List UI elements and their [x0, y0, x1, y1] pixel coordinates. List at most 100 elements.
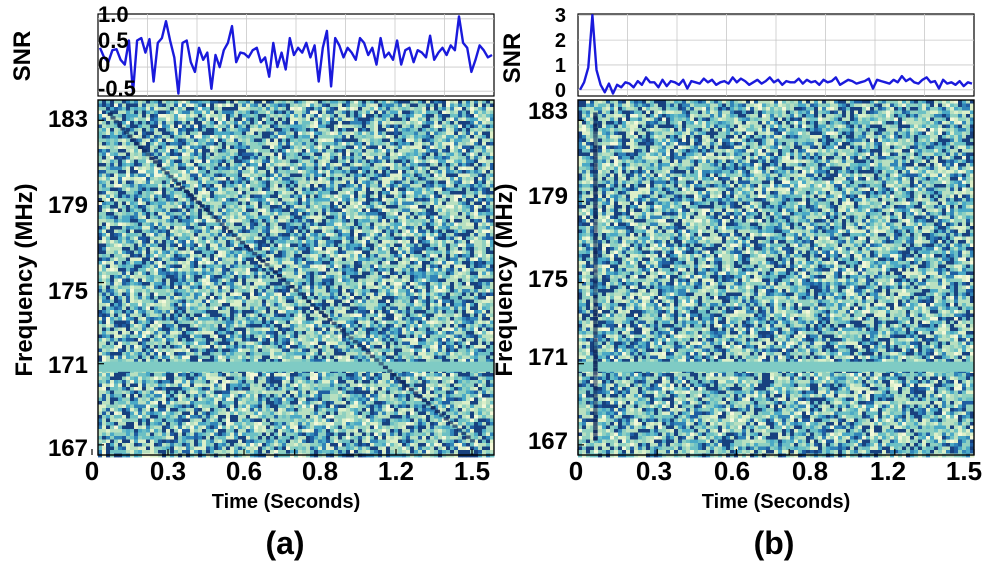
heatmap-cell — [122, 240, 127, 244]
heatmap-cell — [298, 184, 303, 188]
heatmap-cell — [474, 131, 479, 136]
heatmap-cell — [190, 257, 195, 262]
heatmap-cell — [170, 222, 175, 227]
heatmap-cell — [138, 194, 143, 199]
heatmap-cell — [298, 110, 303, 115]
heatmap-cell — [470, 243, 475, 248]
heatmap-cell — [130, 170, 135, 174]
heatmap-cell — [226, 159, 231, 164]
heatmap-cell — [282, 226, 287, 230]
heatmap-cell — [314, 215, 319, 220]
heatmap-cell — [342, 138, 347, 143]
heatmap-cell — [486, 177, 491, 181]
heatmap-cell — [306, 247, 311, 251]
heatmap-cell — [326, 114, 331, 118]
heatmap-cell — [150, 110, 155, 115]
heatmap-cell — [330, 117, 335, 122]
heatmap-cell — [206, 170, 211, 174]
heatmap-cell — [382, 247, 387, 251]
heatmap-cell — [298, 100, 303, 104]
heatmap-cell — [154, 250, 159, 255]
heatmap-cell — [242, 170, 247, 174]
heatmap-cell — [402, 191, 407, 195]
heatmap-cell — [322, 170, 327, 174]
heatmap-cell — [162, 131, 167, 136]
heatmap-cell — [434, 152, 439, 157]
heatmap-cell — [274, 124, 279, 129]
heatmap-cell — [466, 205, 471, 209]
heatmap-cell — [318, 208, 323, 213]
heatmap-cell — [186, 264, 191, 269]
heatmap-cell — [414, 117, 419, 122]
heatmap-cell — [346, 261, 351, 265]
heatmap-cell — [446, 117, 451, 122]
heatmap-cell — [290, 156, 295, 160]
heatmap-cell — [326, 243, 331, 248]
heatmap-cell — [114, 159, 119, 164]
heatmap-cell — [362, 268, 367, 272]
heatmap-cell — [378, 194, 383, 199]
heatmap-cell — [338, 149, 343, 153]
heatmap-cell — [282, 271, 287, 276]
heatmap-cell — [258, 142, 263, 146]
heatmap-cell — [402, 117, 407, 122]
heatmap-cell — [246, 187, 251, 192]
heatmap-cell — [134, 138, 139, 143]
heatmap-cell — [258, 110, 263, 115]
heatmap-cell — [106, 226, 111, 230]
heatmap-cell — [366, 191, 371, 195]
heatmap-cell — [358, 268, 363, 272]
heatmap-cell — [318, 124, 323, 129]
heatmap-cell — [334, 180, 339, 185]
heatmap-cell — [346, 187, 351, 192]
heatmap-cell — [102, 191, 107, 195]
heatmap-cell — [306, 233, 311, 237]
heatmap-cell — [254, 268, 259, 272]
heatmap-cell — [382, 264, 387, 269]
heatmap-cell — [210, 163, 215, 167]
heatmap-cell — [238, 142, 243, 146]
heatmap-cell — [438, 247, 443, 251]
heatmap-cell — [234, 240, 239, 244]
heatmap-cell — [262, 117, 267, 122]
heatmap-cell — [158, 166, 163, 171]
heatmap-cell — [142, 114, 147, 118]
heatmap-cell — [386, 194, 391, 199]
heatmap-cell — [142, 152, 147, 157]
heatmap-cell — [302, 233, 307, 237]
heatmap-cell — [326, 226, 331, 230]
heatmap-cell — [366, 257, 371, 262]
heatmap-cell — [330, 121, 335, 125]
heatmap-cell — [318, 226, 323, 230]
heatmap-cell — [230, 180, 235, 185]
heatmap-cell — [486, 131, 491, 136]
heatmap-cell — [434, 128, 439, 132]
heatmap-cell — [478, 103, 483, 108]
heatmap-cell — [478, 166, 483, 171]
heatmap-cell — [258, 191, 263, 195]
heatmap-cell — [354, 271, 359, 276]
heatmap-cell — [118, 243, 123, 248]
heatmap-cell — [474, 229, 479, 234]
heatmap-cell — [286, 194, 291, 199]
heatmap-cell — [374, 184, 379, 188]
heatmap-cell — [214, 177, 219, 181]
heatmap-cell — [486, 219, 491, 223]
heatmap-cell — [474, 180, 479, 185]
heatmap-cell — [122, 124, 127, 129]
heatmap-cell — [226, 240, 231, 244]
heatmap-cell — [122, 243, 127, 248]
heatmap-cell — [442, 138, 447, 143]
heatmap-cell — [310, 247, 315, 251]
heatmap-cell — [446, 268, 451, 272]
heatmap-cell — [122, 170, 127, 174]
heatmap-cell — [238, 250, 243, 255]
heatmap-cell — [490, 149, 495, 153]
heatmap-cell — [466, 142, 471, 146]
heatmap-cell — [434, 131, 439, 136]
heatmap-cell — [382, 159, 387, 164]
heatmap-cell — [342, 180, 347, 185]
heatmap-cell — [414, 131, 419, 136]
heatmap-cell — [110, 264, 115, 269]
heatmap-cell — [202, 240, 207, 244]
